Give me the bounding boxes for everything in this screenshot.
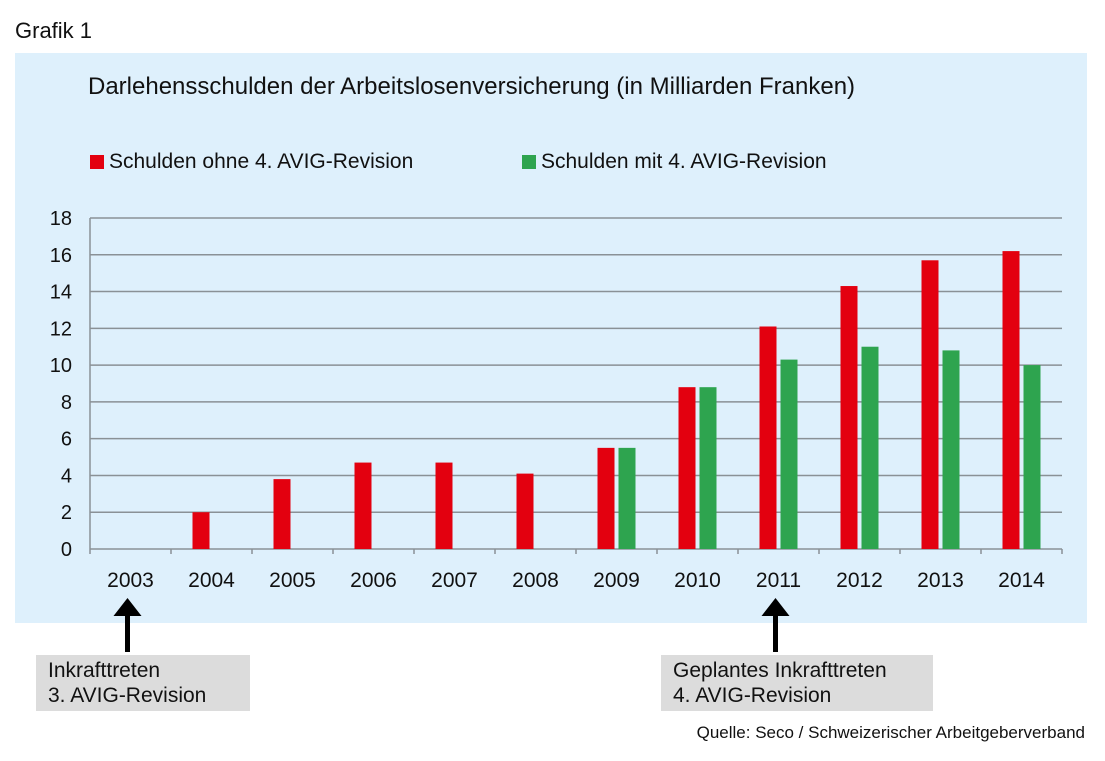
y-tick-label: 16	[50, 245, 72, 267]
annotation-line: Geplantes Inkrafttreten	[673, 659, 887, 682]
annotation-line: Inkrafttreten	[48, 659, 161, 682]
y-tick-label: 12	[50, 318, 72, 340]
y-tick-label: 10	[50, 355, 72, 377]
figure-label: Grafik 1	[15, 18, 93, 43]
annotation-box-2011: Geplantes Inkrafttreten 4. AVIG-Revision	[661, 655, 933, 711]
bar-mit-2012	[861, 346, 879, 549]
annotation-line: 4. AVIG-Revision	[673, 684, 832, 707]
y-tick-label: 6	[61, 429, 72, 451]
x-tick-label: 2011	[756, 569, 801, 592]
bar-mit-2013	[942, 350, 960, 549]
y-tick-label: 4	[61, 465, 72, 487]
annotation-line: 3. AVIG-Revision	[48, 684, 207, 707]
x-tick-label: 2007	[431, 569, 478, 592]
x-tick-label: 2008	[512, 569, 559, 592]
bar-mit-2014	[1023, 365, 1041, 549]
x-tick-label: 2012	[836, 569, 883, 592]
bar-mit-2011	[780, 359, 798, 549]
bar-ohne-2014	[1002, 251, 1020, 549]
bar-mit-2009	[618, 447, 636, 549]
legend-label: Schulden mit 4. AVIG-Revision	[541, 150, 827, 173]
annotation-box-2003: Inkrafttreten 3. AVIG-Revision	[36, 655, 250, 711]
x-tick-label: 2005	[269, 569, 316, 592]
x-tick-label: 2014	[998, 569, 1045, 592]
bar-ohne-2011	[759, 326, 777, 549]
legend-item-mit: Schulden mit 4. AVIG-Revision	[522, 150, 827, 174]
y-tick-label: 18	[50, 208, 72, 230]
bar-ohne-2005	[273, 479, 291, 549]
x-tick-label: 2003	[107, 569, 154, 592]
bar-ohne-2013	[921, 260, 939, 549]
x-tick-label: 2010	[674, 569, 721, 592]
x-tick-label: 2009	[593, 569, 640, 592]
bar-ohne-2009	[597, 447, 615, 549]
legend-item-ohne: Schulden ohne 4. AVIG-Revision	[90, 150, 413, 174]
x-tick-label: 2004	[188, 569, 235, 592]
bar-ohne-2010	[678, 387, 696, 549]
bar-ohne-2004	[192, 512, 210, 549]
x-tick-label: 2006	[350, 569, 397, 592]
arrow-up-icon	[113, 598, 142, 616]
arrow-up-icon	[761, 598, 790, 616]
legend-label: Schulden ohne 4. AVIG-Revision	[109, 150, 414, 173]
legend-swatch	[522, 155, 536, 169]
chart-title: Darlehensschulden der Arbeitslosenversic…	[88, 73, 856, 100]
y-tick-label: 2	[61, 502, 72, 524]
bar-mit-2010	[699, 387, 717, 549]
source-note: Quelle: Seco / Schweizerischer Arbeitgeb…	[696, 723, 1085, 742]
x-tick-label: 2013	[917, 569, 964, 592]
legend-swatch	[90, 155, 104, 169]
bar-ohne-2006	[354, 462, 372, 549]
bar-ohne-2007	[435, 462, 453, 549]
y-tick-label: 14	[50, 282, 72, 304]
bar-ohne-2012	[840, 286, 858, 549]
y-tick-label: 8	[61, 392, 72, 414]
y-tick-label: 0	[61, 539, 72, 561]
bar-ohne-2008	[516, 473, 534, 549]
